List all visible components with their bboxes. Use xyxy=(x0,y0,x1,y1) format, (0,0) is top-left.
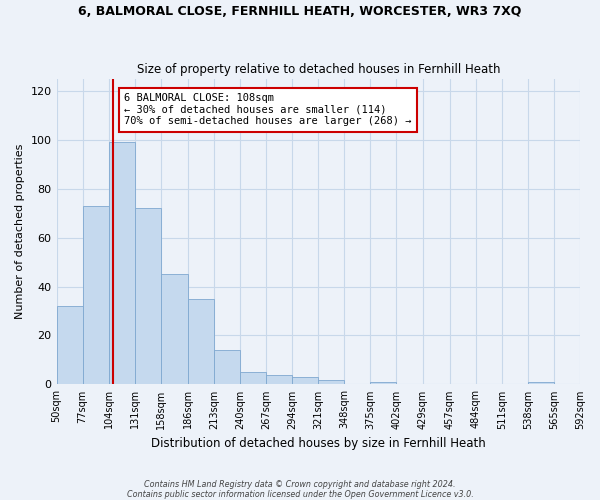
Bar xyxy=(135,208,161,384)
Y-axis label: Number of detached properties: Number of detached properties xyxy=(15,144,25,319)
Text: Contains HM Land Registry data © Crown copyright and database right 2024.
Contai: Contains HM Land Registry data © Crown c… xyxy=(127,480,473,499)
X-axis label: Distribution of detached houses by size in Fernhill Heath: Distribution of detached houses by size … xyxy=(151,437,485,450)
Bar xyxy=(318,380,344,384)
Bar xyxy=(188,299,214,384)
Bar xyxy=(528,382,554,384)
Bar xyxy=(266,374,292,384)
Bar xyxy=(83,206,109,384)
Bar xyxy=(56,306,83,384)
Bar xyxy=(240,372,266,384)
Bar xyxy=(214,350,240,384)
Text: 6, BALMORAL CLOSE, FERNHILL HEATH, WORCESTER, WR3 7XQ: 6, BALMORAL CLOSE, FERNHILL HEATH, WORCE… xyxy=(79,5,521,18)
Bar xyxy=(370,382,397,384)
Bar xyxy=(292,377,318,384)
Title: Size of property relative to detached houses in Fernhill Heath: Size of property relative to detached ho… xyxy=(137,63,500,76)
Bar xyxy=(109,142,135,384)
Bar xyxy=(161,274,188,384)
Text: 6 BALMORAL CLOSE: 108sqm
← 30% of detached houses are smaller (114)
70% of semi-: 6 BALMORAL CLOSE: 108sqm ← 30% of detach… xyxy=(124,93,412,126)
